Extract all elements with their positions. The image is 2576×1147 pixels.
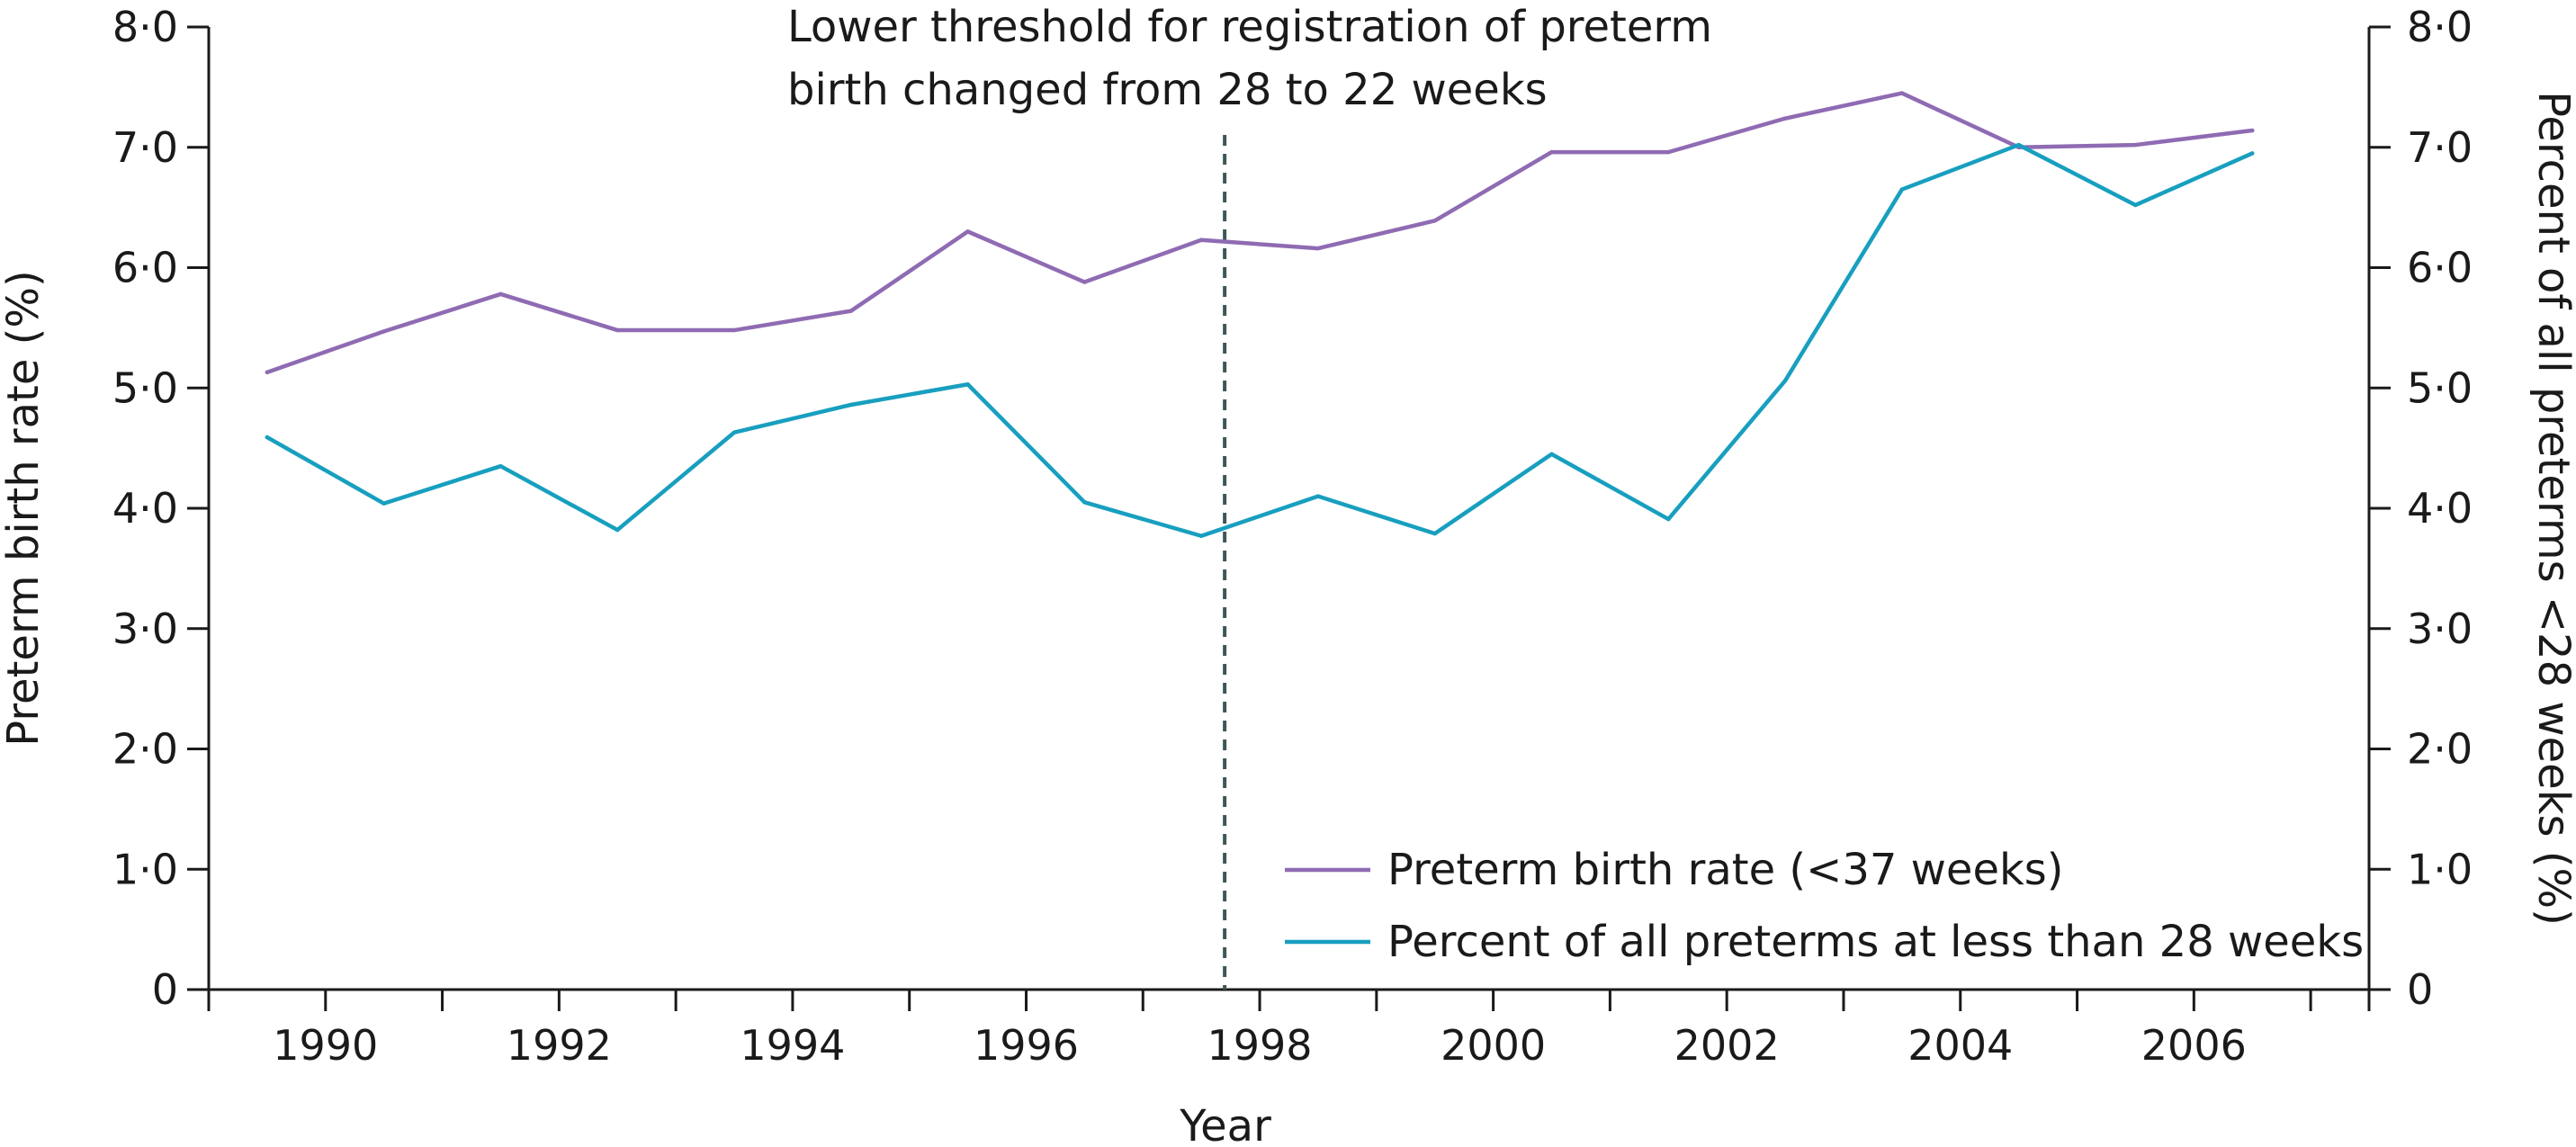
data-point-percent-under-28-weeks <box>1549 452 1554 457</box>
left-y-tick-label: 1·0 <box>112 845 178 893</box>
data-point-percent-under-28-weeks <box>1666 516 1671 522</box>
left-y-tick-label: 0 <box>152 965 178 1014</box>
series <box>265 91 2255 539</box>
series-line-percent-under-28-weeks <box>265 142 2255 539</box>
right-y-tick-label: 6·0 <box>2407 244 2473 292</box>
data-point-preterm-birth-rate <box>1315 246 1321 251</box>
data-point-preterm-birth-rate <box>498 291 503 297</box>
right-y-tick-label: 1·0 <box>2407 845 2473 893</box>
left-y-tick-label: 4·0 <box>112 484 178 533</box>
annotation: Lower threshold for registration of pret… <box>787 2 1712 115</box>
x-tick-label: 1994 <box>740 1021 845 1070</box>
left-y-tick-label: 3·0 <box>112 605 178 653</box>
data-point-preterm-birth-rate <box>1666 149 1671 155</box>
axis-titles: Year Preterm birth rate (%) Percent of a… <box>0 91 2576 1147</box>
data-point-preterm-birth-rate <box>615 327 620 333</box>
annotation-text-line-2: birth changed from 28 to 22 weeks <box>787 65 1548 115</box>
data-point-percent-under-28-weeks <box>2016 142 2021 148</box>
x-tick-label: 2006 <box>2141 1021 2247 1070</box>
left-y-tick-label: 8·0 <box>112 3 178 51</box>
ticks: 0 0 1·0 1·0 2·0 2·0 3·0 3·0 4·0 4·0 5·0 5·0 6·0 6·0 7·… <box>112 3 2473 1070</box>
right-y-tick-label: 3·0 <box>2407 605 2473 653</box>
x-tick-label: 2004 <box>1907 1021 2013 1070</box>
x-tick-label: 1996 <box>974 1021 1079 1070</box>
data-point-preterm-birth-rate <box>1549 149 1554 155</box>
data-point-preterm-birth-rate <box>1198 237 1204 242</box>
left-y-tick-label: 6·0 <box>112 244 178 292</box>
data-point-preterm-birth-rate <box>1782 116 1788 121</box>
x-tick-label: 2002 <box>1674 1021 1780 1070</box>
data-point-percent-under-28-weeks <box>381 501 386 506</box>
data-point-preterm-birth-rate <box>1899 91 1905 95</box>
left-y-tick-label: 2·0 <box>112 725 178 774</box>
left-y-tick-label: 5·0 <box>112 363 178 412</box>
data-point-percent-under-28-weeks <box>265 435 270 440</box>
data-point-percent-under-28-weeks <box>2250 151 2255 156</box>
data-point-preterm-birth-rate <box>2133 142 2138 148</box>
legend-label-percent-under-28-weeks: Percent of all preterms at less than 28 … <box>1387 917 2364 967</box>
left-y-tick-label: 7·0 <box>112 123 178 172</box>
data-point-percent-under-28-weeks <box>1782 379 1788 383</box>
data-point-preterm-birth-rate <box>1082 280 1087 284</box>
data-point-preterm-birth-rate <box>381 329 386 334</box>
data-point-percent-under-28-weeks <box>615 527 620 533</box>
data-point-preterm-birth-rate <box>2250 128 2255 133</box>
data-point-percent-under-28-weeks <box>1315 494 1321 498</box>
right-y-axis-title: Percent of all preterms <28 weeks (%) <box>2528 91 2576 926</box>
x-tick-label: 1998 <box>1207 1021 1313 1070</box>
x-tick-label: 1990 <box>273 1021 378 1070</box>
data-point-preterm-birth-rate <box>1432 219 1437 223</box>
data-point-percent-under-28-weeks <box>1198 533 1204 538</box>
legend: Preterm birth rate (<37 weeks) Percent o… <box>1285 845 2364 967</box>
data-point-percent-under-28-weeks <box>2133 202 2138 208</box>
x-tick-label: 2000 <box>1441 1021 1546 1070</box>
annotation-text-line-1: Lower threshold for registration of pret… <box>787 2 1712 52</box>
data-point-preterm-birth-rate <box>265 370 270 375</box>
right-y-tick-label: 0 <box>2407 965 2433 1014</box>
data-point-preterm-birth-rate <box>965 229 970 234</box>
right-y-tick-label: 4·0 <box>2407 484 2473 533</box>
data-point-percent-under-28-weeks <box>965 382 970 387</box>
data-point-percent-under-28-weeks <box>498 463 503 469</box>
left-y-axis-title: Preterm birth rate (%) <box>0 270 49 746</box>
x-tick-label: 1992 <box>507 1021 612 1070</box>
right-y-tick-label: 8·0 <box>2407 3 2473 51</box>
x-axis-title: Year <box>1179 1101 1271 1147</box>
data-point-percent-under-28-weeks <box>732 430 737 435</box>
series-line-preterm-birth-rate <box>265 91 2255 375</box>
data-point-percent-under-28-weeks <box>1899 187 1905 192</box>
data-point-percent-under-28-weeks <box>848 402 854 408</box>
right-y-tick-label: 2·0 <box>2407 725 2473 774</box>
right-y-tick-label: 7·0 <box>2407 123 2473 172</box>
data-point-preterm-birth-rate <box>848 309 854 313</box>
right-y-tick-label: 5·0 <box>2407 363 2473 412</box>
legend-label-preterm-birth-rate: Preterm birth rate (<37 weeks) <box>1387 845 2064 895</box>
data-point-preterm-birth-rate <box>732 327 737 333</box>
data-point-percent-under-28-weeks <box>1432 531 1437 536</box>
data-point-percent-under-28-weeks <box>1082 500 1087 505</box>
